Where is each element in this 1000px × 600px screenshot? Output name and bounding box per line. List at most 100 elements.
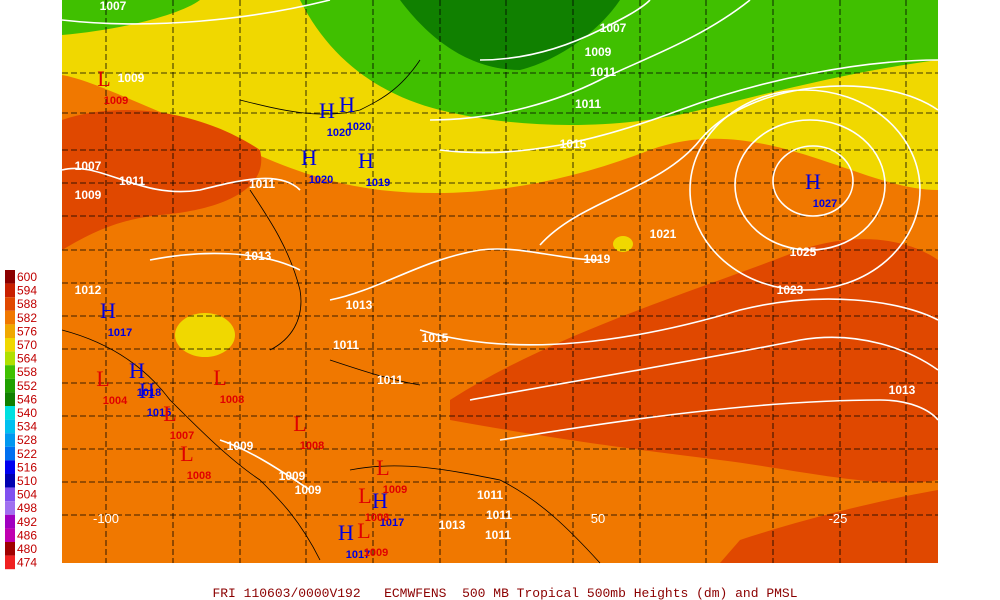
coastlines	[61, 59, 601, 564]
pressure-center-value: 1017	[346, 549, 370, 561]
pressure-center-symbol: H	[339, 92, 355, 117]
pressure-center-value: 1008	[365, 512, 389, 524]
legend-label: 474	[17, 556, 37, 570]
pressure-center-symbol: H	[338, 520, 354, 545]
legend-label: 528	[17, 433, 37, 447]
isobar-label: 1009	[279, 469, 306, 483]
pressure-center-symbol: L	[97, 66, 110, 91]
pressure-center-symbol: L	[357, 518, 370, 543]
isobar-label: 1007	[100, 0, 127, 13]
legend-swatch	[5, 446, 15, 461]
legend-swatch	[5, 338, 15, 352]
isobar-label: 1019	[584, 252, 611, 266]
legend-swatch	[5, 542, 15, 556]
pressure-center-value: 1008	[220, 394, 244, 406]
pressure-center-value: 1020	[327, 127, 351, 139]
legend-label: 558	[17, 365, 37, 379]
legend-label: 504	[17, 488, 37, 502]
pressure-center-symbol: H	[805, 169, 821, 194]
map-background	[62, 0, 938, 563]
pressure-center-value: 1019	[366, 177, 390, 189]
isobar-label: 1012	[75, 283, 102, 297]
isobars	[61, 0, 939, 491]
isobar-label: 1013	[889, 383, 916, 397]
pressure-center-symbol: L	[96, 366, 109, 391]
legend-label: 582	[17, 311, 37, 325]
legend-swatch	[5, 324, 15, 338]
legend-swatch	[5, 460, 15, 474]
isobar-label: 1011	[575, 97, 601, 111]
pressure-center-symbol: L	[293, 411, 306, 436]
isobar-label: 1013	[245, 249, 272, 263]
pressure-center-symbol: H	[100, 298, 116, 323]
isobar-label: 1011	[485, 528, 511, 542]
legend-swatch	[5, 406, 15, 420]
legend-swatch	[5, 392, 15, 406]
legend-swatch	[5, 310, 15, 325]
isobar-label: 1013	[346, 298, 373, 312]
pressure-center-value: 1009	[104, 95, 128, 107]
isobar-label: 1009	[75, 188, 102, 202]
legend-label: 486	[17, 528, 37, 542]
legend-swatch	[5, 514, 15, 529]
pressure-center-value: 1027	[813, 198, 837, 210]
isobar-label: 1011	[333, 338, 359, 352]
pressure-center-symbol: L	[180, 441, 193, 466]
pressure-center-symbol: H	[358, 148, 374, 173]
isobar-label: 1011	[486, 508, 512, 522]
pressure-center-value: 1018	[137, 387, 161, 399]
pressure-center-symbol: H	[301, 145, 317, 170]
pressure-center-value: 1009	[364, 547, 388, 559]
legend-label: 534	[17, 420, 37, 434]
legend-swatch	[5, 297, 15, 311]
caption: FRI 110603/0000V192 ECMWFENS 500 MB Trop…	[212, 586, 797, 600]
legend-label: 516	[17, 460, 37, 474]
pressure-center-value: 1004	[103, 395, 128, 407]
legend-swatch	[5, 419, 15, 434]
axis-label: -25	[829, 511, 848, 526]
pressure-center-value: 1009	[383, 484, 407, 496]
legend-label: 552	[17, 379, 37, 393]
legend-label: 492	[17, 515, 37, 529]
isobar-label: 1009	[118, 71, 145, 85]
isobar-label: 1009	[585, 45, 612, 59]
pressure-center-value: 1008	[187, 470, 211, 482]
pressure-center-symbol: L	[213, 365, 226, 390]
isobar-label: 1011	[249, 177, 275, 191]
pressure-center-symbol: H	[319, 98, 335, 123]
legend-swatch	[5, 283, 15, 298]
isobar-label: 1013	[439, 518, 466, 532]
legend-swatch	[5, 528, 15, 542]
pressure-center-value: 1007	[170, 430, 194, 442]
legend-swatch	[5, 365, 15, 379]
isobar-label: 1025	[790, 245, 817, 259]
legend-swatch	[5, 501, 15, 515]
isobar-label: 1011	[119, 174, 145, 188]
isobar-label: 1011	[377, 373, 403, 387]
isobar-label: 1007	[75, 159, 102, 173]
legend-label: 600	[17, 270, 37, 284]
axis-label: 50	[591, 511, 605, 526]
legend-label: 522	[17, 447, 37, 461]
legend-swatch	[5, 351, 15, 366]
pressure-center-symbol: L	[358, 483, 371, 508]
isobar-label: 1021	[650, 227, 677, 241]
isobar-label: 1015	[422, 331, 449, 345]
pressure-center-value: 1017	[108, 327, 132, 339]
legend-label: 564	[17, 352, 37, 366]
legend-label: 540	[17, 406, 37, 420]
legend-label: 546	[17, 392, 37, 406]
legend-swatch	[5, 270, 15, 284]
isobar-label: 1011	[590, 65, 616, 79]
legend-swatch	[5, 474, 15, 488]
axis-label: -100	[93, 511, 119, 526]
legend-label: 594	[17, 284, 37, 298]
isobar-label: 1011	[477, 488, 503, 502]
legend-label: 510	[17, 474, 37, 488]
legend: 6005945885825765705645585525465405345285…	[5, 270, 37, 570]
pressure-center-symbol: L	[163, 401, 176, 426]
pressure-center-value: 1008	[300, 440, 324, 452]
legend-label: 588	[17, 297, 37, 311]
legend-label: 576	[17, 324, 37, 338]
